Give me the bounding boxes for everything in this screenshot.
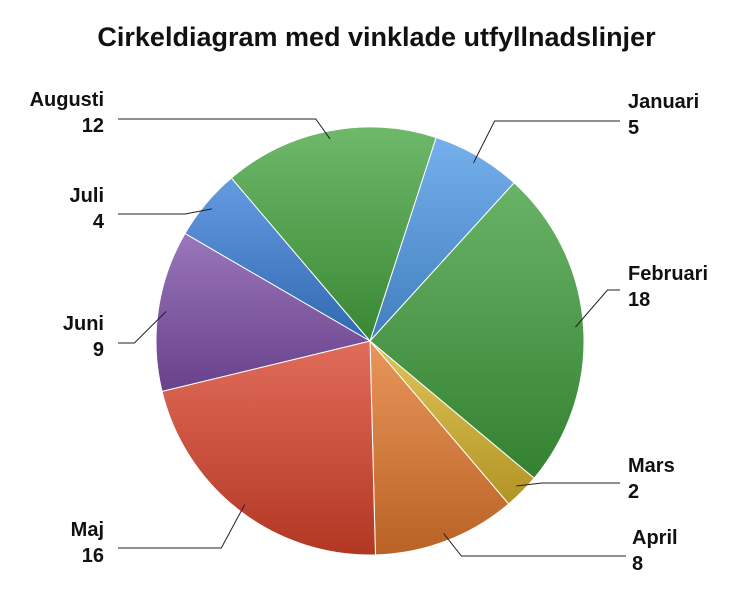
- pie-slice-augusti: [230, 126, 437, 343]
- leader-line-augusti: [118, 118, 331, 140]
- chart-title: Cirkeldiagram med vinklade utfyllnadslin…: [97, 22, 656, 52]
- slice-label-april: April: [632, 527, 678, 549]
- slice-label-februari: Februari: [628, 263, 708, 285]
- slice-label-mars: Mars: [628, 455, 675, 477]
- leader-line-april: [443, 533, 626, 557]
- pie-slice-maj: [161, 340, 376, 556]
- slice-value-maj: 16: [82, 545, 104, 567]
- slice-value-februari: 18: [628, 289, 650, 311]
- slice-value-juli: 4: [93, 211, 105, 233]
- slice-value-juni: 9: [93, 339, 104, 361]
- leader-line-juli: [118, 208, 212, 215]
- leader-line-juni: [118, 311, 167, 344]
- leader-line-februari: [575, 289, 620, 328]
- leader-line-mars: [516, 482, 620, 487]
- pie-slice-februari: [369, 182, 585, 479]
- slice-value-april: 8: [632, 553, 643, 575]
- slice-value-januari: 5: [628, 117, 639, 139]
- slice-label-augusti: Augusti: [30, 89, 104, 111]
- slice-label-januari: Januari: [628, 91, 699, 113]
- slice-label-maj: Maj: [71, 519, 104, 541]
- pie-slice-juni: [155, 232, 372, 393]
- leader-line-januari: [473, 120, 620, 164]
- slice-label-juli: Juli: [70, 185, 104, 207]
- slice-value-mars: 2: [628, 481, 639, 503]
- slice-value-augusti: 12: [82, 115, 104, 137]
- leader-line-maj: [118, 504, 246, 549]
- pie-slice-april: [369, 339, 510, 556]
- slice-label-juni: Juni: [63, 313, 104, 335]
